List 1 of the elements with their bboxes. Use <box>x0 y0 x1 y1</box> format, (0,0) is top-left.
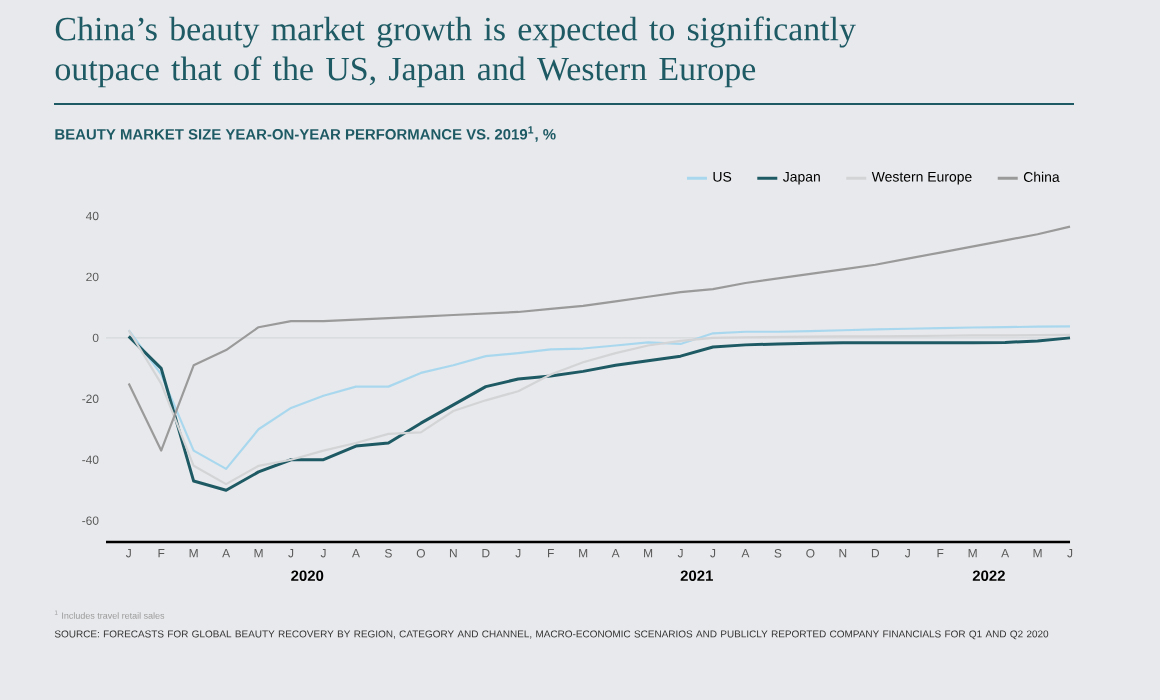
chart-title: China’s beauty market growth is expected to significantly outpace that of the US, Japan and Western Europe <box>55 16 856 88</box>
